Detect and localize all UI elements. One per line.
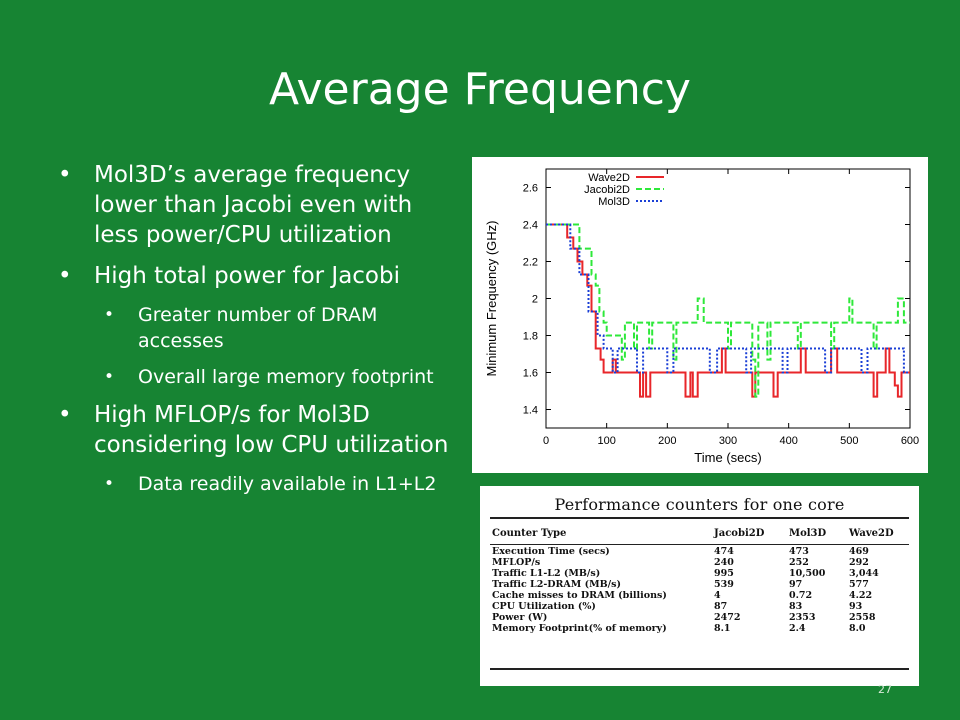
legend-label: Wave2D <box>588 172 630 184</box>
counter-name-cell: Traffic L2-DRAM (MB/s) <box>492 579 621 590</box>
x-tick-label: 200 <box>658 435 676 447</box>
counter-name-cell: Traffic L1-L2 (MB/s) <box>492 568 601 579</box>
legend-label: Mol3D <box>598 196 630 208</box>
counter-value-cell: 240 <box>714 557 734 568</box>
table-header-row: Counter Type Jacobi2D Mol3D Wave2D <box>492 520 904 546</box>
table-row: Power (W) 2472 2353 2558 <box>492 612 904 623</box>
counter-value-cell: 2353 <box>789 612 816 623</box>
y-tick-label: 1.6 <box>523 368 538 380</box>
column-header: Wave2D <box>849 527 894 539</box>
counter-value-cell: 539 <box>714 579 734 590</box>
y-tick-label: 2.4 <box>523 220 538 232</box>
sub-bullet-item: Data readily available in L1+L2 <box>58 471 463 497</box>
column-header: Jacobi2D <box>714 527 765 539</box>
counter-value-cell: 8.0 <box>849 623 866 634</box>
column-header: Mol3D <box>789 527 827 539</box>
counter-value-cell: 577 <box>849 579 869 590</box>
y-tick-label: 1.8 <box>523 331 538 343</box>
x-tick-label: 500 <box>840 435 858 447</box>
bullet-item: Mol3D’s average frequency lower than Jac… <box>58 160 463 250</box>
counter-value-cell: 2.4 <box>789 623 806 634</box>
table-row: Execution Time (secs) 474 473 469 <box>492 546 904 557</box>
frequency-chart-svg: 0 100 200 300 400 500 600 1.4 1.6 1.8 2 2.2 2.4 2.6 Ti… <box>484 168 919 465</box>
counter-value-cell: 2472 <box>714 612 741 623</box>
column-header: Counter Type <box>492 527 567 539</box>
counter-name-cell: Memory Footprint(% of memory) <box>492 623 667 634</box>
series-line-wave2d <box>546 223 910 398</box>
counter-value-cell: 93 <box>849 601 863 612</box>
sub-bullet-item: Greater number of DRAM accesses <box>58 302 463 354</box>
counter-value-cell: 97 <box>789 579 803 590</box>
counter-value-cell: 4.22 <box>849 590 873 601</box>
table-rule-top <box>490 517 909 519</box>
counter-value-cell: 252 <box>789 557 809 568</box>
slide-title: Average Frequency <box>269 64 691 115</box>
counter-name-cell: Cache misses to DRAM (billions) <box>492 590 667 601</box>
counter-name-cell: Power (W) <box>492 612 548 623</box>
frequency-chart: 0 100 200 300 400 500 600 1.4 1.6 1.8 2 2.2 2.4 2.6 Ti… <box>472 157 928 473</box>
x-axis-label: Time (secs) <box>694 450 761 465</box>
counter-value-cell: 4 <box>714 590 721 601</box>
counter-value-cell: 474 <box>714 546 734 557</box>
series-line-mol3d <box>546 223 910 374</box>
counter-name-cell: Execution Time (secs) <box>492 546 610 557</box>
x-tick-label: 300 <box>719 435 737 447</box>
counter-name-cell: MFLOP/s <box>492 557 541 568</box>
counter-value-cell: 83 <box>789 601 803 612</box>
bullet-item: High total power for Jacobi <box>58 261 463 291</box>
y-tick-label: 2 <box>532 294 538 306</box>
x-tick-label: 400 <box>779 435 797 447</box>
bullet-list: Mol3D’s average frequency lower than Jac… <box>58 160 463 507</box>
counters-grid: Counter Type Jacobi2D Mol3D Wave2D Execu… <box>492 520 904 635</box>
counter-value-cell: 995 <box>714 568 734 579</box>
series-line-jacobi2d <box>546 223 910 398</box>
counter-value-cell: 292 <box>849 557 869 568</box>
table-row: MFLOP/s 240 252 292 <box>492 557 904 568</box>
counter-value-cell: 2558 <box>849 612 876 623</box>
x-tick-label: 0 <box>543 435 549 447</box>
counter-value-cell: 469 <box>849 546 869 557</box>
x-tick-label: 600 <box>901 435 919 447</box>
table-row: CPU Utilization (%) 87 83 93 <box>492 601 904 612</box>
table-row: Cache misses to DRAM (billions) 4 0.72 4.22 <box>492 590 904 601</box>
counter-value-cell: 87 <box>714 601 728 612</box>
table-rule-header <box>490 544 909 545</box>
y-axis-label: Minimum Frequency (GHz) <box>484 220 499 376</box>
table-row: Traffic L1-L2 (MB/s) 995 10,500 3,044 <box>492 568 904 579</box>
counter-value-cell: 3,044 <box>849 568 879 579</box>
performance-counters-table: Performance counters for one core Counte… <box>480 486 919 686</box>
y-tick-label: 1.4 <box>523 405 538 417</box>
counter-value-cell: 10,500 <box>789 568 826 579</box>
counter-value-cell: 8.1 <box>714 623 731 634</box>
counter-name-cell: CPU Utilization (%) <box>492 601 596 612</box>
table-row: Traffic L2-DRAM (MB/s) 539 97 577 <box>492 579 904 590</box>
y-tick-label: 2.6 <box>523 183 538 195</box>
slide-number: 27 <box>878 683 892 696</box>
x-tick-label: 100 <box>597 435 615 447</box>
counter-value-cell: 473 <box>789 546 809 557</box>
legend-label: Jacobi2D <box>584 184 630 196</box>
counter-value-cell: 0.72 <box>789 590 813 601</box>
sub-bullet-item: Overall large memory footprint <box>58 364 463 390</box>
y-tick-label: 2.2 <box>523 257 538 269</box>
table-rule-bottom <box>490 668 909 670</box>
table-title: Performance counters for one core <box>554 495 845 514</box>
bullet-item: High MFLOP/s for Mol3D considering low C… <box>58 400 463 460</box>
table-row: Memory Footprint(% of memory) 8.1 2.4 8.0 <box>492 623 904 634</box>
